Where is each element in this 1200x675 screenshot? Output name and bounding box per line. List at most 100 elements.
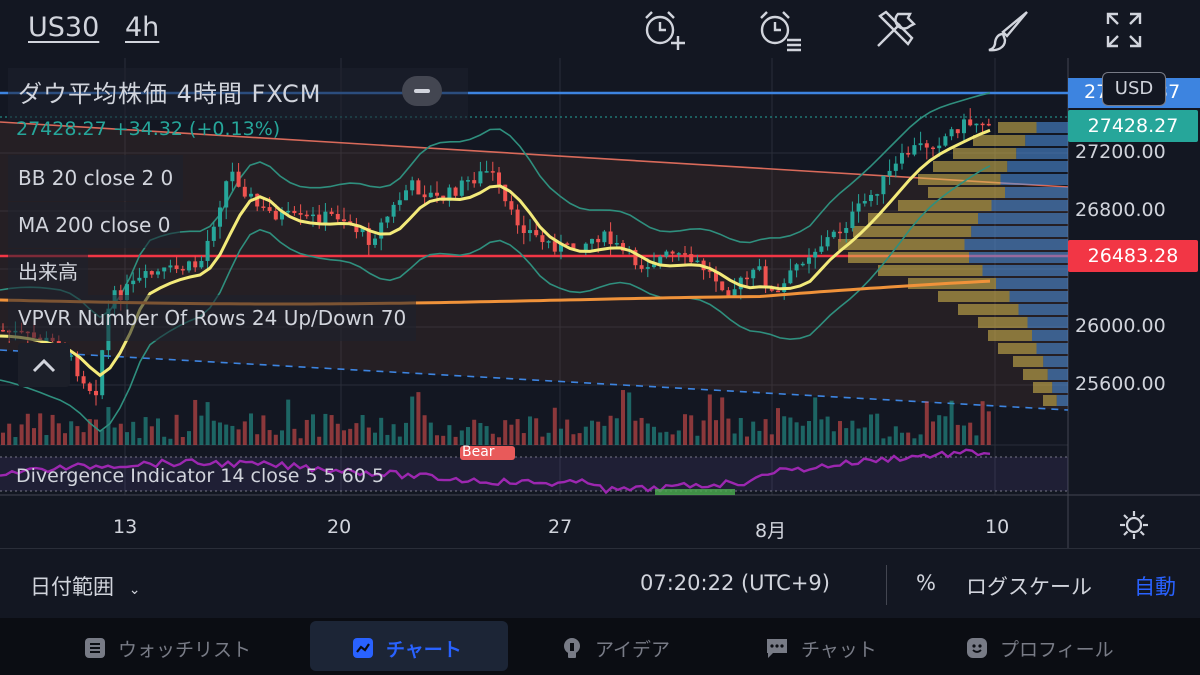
volume-bar: [807, 420, 811, 445]
price-tick: 27200.00: [1075, 141, 1166, 163]
volume-bar: [19, 424, 24, 445]
tools-icon[interactable]: [870, 6, 918, 54]
volume-bar: [1, 432, 5, 445]
volume-bar: [87, 419, 92, 445]
candle-body: [360, 228, 365, 233]
volume-bar: [577, 433, 582, 445]
volume-bar: [800, 425, 805, 445]
indicator-bb[interactable]: BB 20 close 2 0: [8, 155, 184, 201]
candle-body: [304, 214, 309, 217]
nav-watchlist[interactable]: ウォッチリスト: [84, 626, 251, 670]
add-alert-icon[interactable]: [640, 6, 688, 54]
candle-body: [503, 184, 508, 202]
auto-scale-toggle[interactable]: 自動: [1134, 575, 1176, 599]
settings-gear-icon[interactable]: [1118, 509, 1150, 541]
indicator-vpvr[interactable]: VPVR Number Of Rows 24 Up/Down 70: [8, 295, 417, 341]
date-range-button[interactable]: 日付範囲 ⌄: [30, 575, 141, 599]
vp-row-up: [953, 148, 1017, 159]
volume-bar: [81, 432, 86, 445]
legend-title-box: ダウ平均株価 4時間 FXCM: [8, 68, 468, 120]
candle-body: [875, 194, 880, 196]
candle-body: [162, 267, 167, 272]
minus-icon: [414, 89, 430, 93]
candle-body: [552, 241, 557, 252]
volume-bar: [385, 434, 390, 445]
volume-bar: [218, 422, 222, 445]
volume-bars: [1, 390, 991, 445]
candle-body: [707, 270, 712, 272]
time-label: 27: [548, 516, 573, 538]
interval-button[interactable]: 4h: [125, 12, 160, 43]
candle-body: [974, 123, 979, 126]
candle-body: [149, 271, 154, 275]
bear-badge: [460, 446, 515, 460]
candle-body: [428, 192, 433, 198]
volume-bar: [906, 432, 911, 445]
nav-ideas[interactable]: アイデア: [561, 626, 670, 670]
vp-row-up: [928, 187, 1005, 198]
candle-body: [69, 355, 74, 357]
clock-display[interactable]: 07:20:22 (UTC+9): [640, 571, 830, 595]
candle-body: [645, 267, 650, 269]
hline-price-label: 26483.28: [1068, 240, 1198, 272]
volume-bar: [652, 426, 656, 445]
candle-body: [689, 254, 694, 263]
price-tick: 26000.00: [1075, 315, 1166, 337]
volume-bar: [366, 427, 371, 445]
nav-profile[interactable]: プロフィール: [966, 626, 1114, 670]
indicator-volume[interactable]: 出来高: [8, 249, 88, 295]
candle-body: [757, 266, 762, 270]
collapse-legend-button[interactable]: [402, 76, 442, 106]
volume-bar: [63, 433, 67, 445]
candle-body: [466, 180, 470, 182]
volume-bar: [763, 419, 768, 445]
volume-bar: [850, 420, 855, 445]
volume-bar: [788, 417, 793, 445]
time-label: 13: [113, 516, 138, 538]
volume-bar: [869, 414, 873, 445]
fullscreen-icon[interactable]: [1100, 6, 1148, 54]
candle-body: [683, 253, 687, 255]
volume-bar: [329, 415, 334, 445]
volume-bar: [695, 435, 700, 445]
volume-bar: [943, 416, 948, 445]
log-scale-toggle[interactable]: ログスケール: [966, 575, 1092, 599]
volume-bar: [199, 415, 204, 445]
volume-bar: [286, 399, 291, 445]
candle-body: [670, 251, 675, 254]
vp-row-down: [969, 252, 1068, 263]
candle-body: [267, 207, 272, 211]
nav-chat[interactable]: チャット: [765, 626, 877, 670]
currency-badge[interactable]: USD: [1102, 72, 1166, 106]
volume-bar: [614, 418, 619, 445]
candle-body: [838, 231, 842, 234]
candle-body: [664, 251, 669, 257]
legend-price: 27428.27 +34.32 (+0.13%): [16, 118, 281, 140]
bottom-nav: [0, 618, 1200, 675]
vp-row-down: [1043, 356, 1068, 367]
candle-body: [714, 271, 718, 282]
expand-legend-button[interactable]: [18, 343, 70, 387]
volume-bar: [249, 413, 253, 445]
candle-body: [565, 243, 570, 245]
indicator-divergence[interactable]: Divergence Indicator 14 close 5 5 60 5: [16, 465, 385, 487]
volume-bar: [348, 428, 353, 445]
nav-chart[interactable]: チャート: [352, 626, 462, 670]
vp-row-up: [848, 252, 969, 263]
indicator-ma[interactable]: MA 200 close 0: [8, 202, 181, 248]
candle-body: [850, 211, 855, 229]
volume-bar: [267, 430, 272, 445]
brush-icon[interactable]: [985, 6, 1033, 54]
candle-body: [528, 230, 532, 234]
volume-bar: [565, 419, 570, 445]
candle-body: [249, 193, 253, 197]
alert-list-icon[interactable]: [755, 6, 803, 54]
symbol-button[interactable]: US30: [28, 12, 100, 43]
volume-bar: [397, 436, 402, 445]
vp-row-up: [898, 200, 992, 211]
volume-bar: [819, 419, 824, 445]
percent-toggle[interactable]: %: [916, 571, 936, 595]
volume-bar: [44, 435, 49, 445]
candle-body: [298, 213, 303, 215]
vp-row-up: [938, 291, 1010, 302]
